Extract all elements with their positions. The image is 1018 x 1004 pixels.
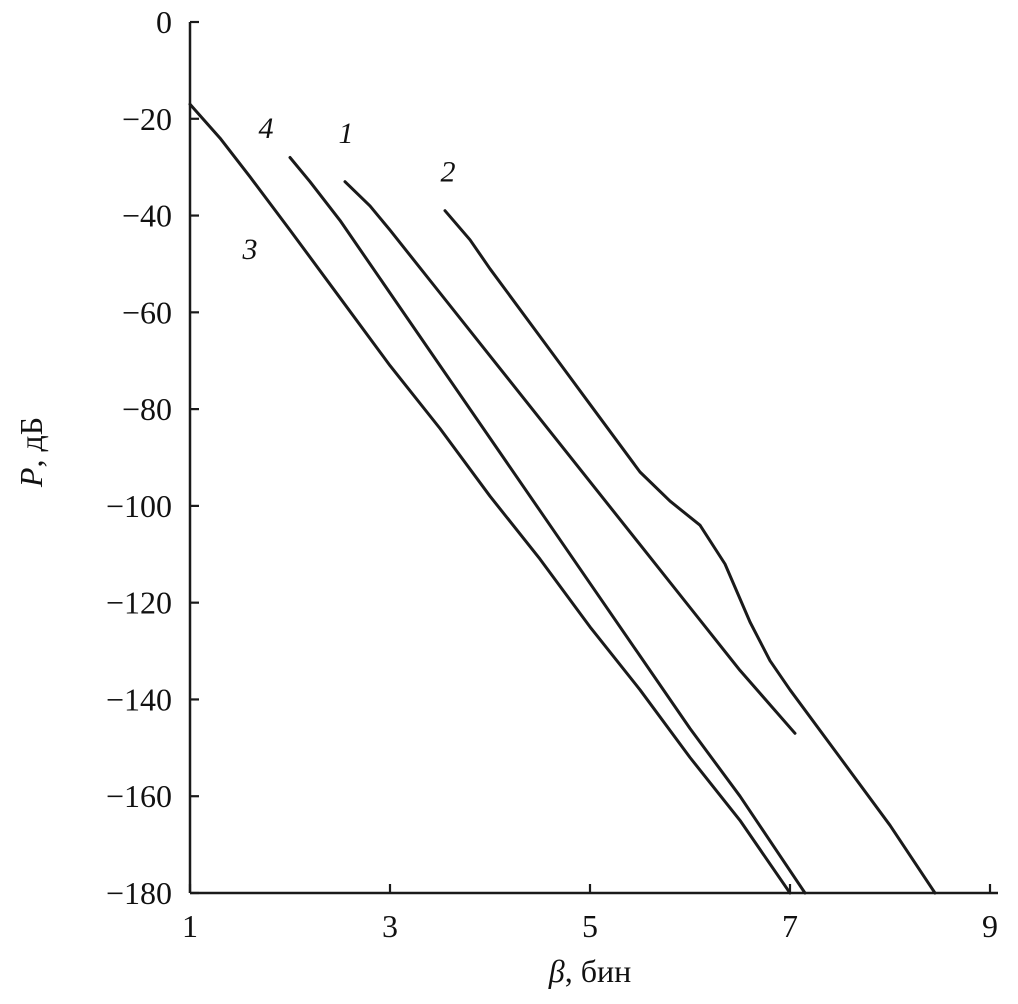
x-tick-label: 7 <box>782 908 798 944</box>
plot-area: 0 −20 −40 −60 −80 −100 −120 −140 −160 −180 1 3 5 7 9 4 1… <box>106 4 998 944</box>
curve-label-3: 3 <box>242 233 258 266</box>
curve-3 <box>188 102 792 895</box>
y-tick-label: 0 <box>156 4 172 40</box>
y-axis-title: P, дБ <box>13 417 49 488</box>
x-tick-label: 9 <box>982 908 998 944</box>
curve-2 <box>443 209 937 895</box>
x-axis-title-units: , бин <box>565 953 632 989</box>
y-tick-label: −100 <box>106 488 172 524</box>
x-tick-label: 1 <box>182 908 198 944</box>
curve-1 <box>343 180 797 735</box>
y-tick-label: −40 <box>122 198 172 234</box>
curve-label-4: 4 <box>259 112 274 145</box>
y-tick-label: −160 <box>106 778 172 814</box>
y-tick-label: −120 <box>106 585 172 621</box>
curve-label-1: 1 <box>339 117 354 150</box>
x-axis-title: β, бин <box>548 953 631 989</box>
curve-4 <box>288 156 807 895</box>
y-axis-title-symbol: P <box>13 468 49 489</box>
y-tick-label: −80 <box>122 391 172 427</box>
y-tick-label: −60 <box>122 294 172 330</box>
y-tick-label: −140 <box>106 681 172 717</box>
curve-label-2: 2 <box>441 156 456 189</box>
y-tick-label: −180 <box>106 875 172 911</box>
x-tick-label: 3 <box>382 908 398 944</box>
x-tick-label: 5 <box>582 908 598 944</box>
y-axis-title-units: , дБ <box>13 417 49 468</box>
y-tick-label: −20 <box>122 101 172 137</box>
x-axis-title-symbol: β <box>548 953 565 989</box>
